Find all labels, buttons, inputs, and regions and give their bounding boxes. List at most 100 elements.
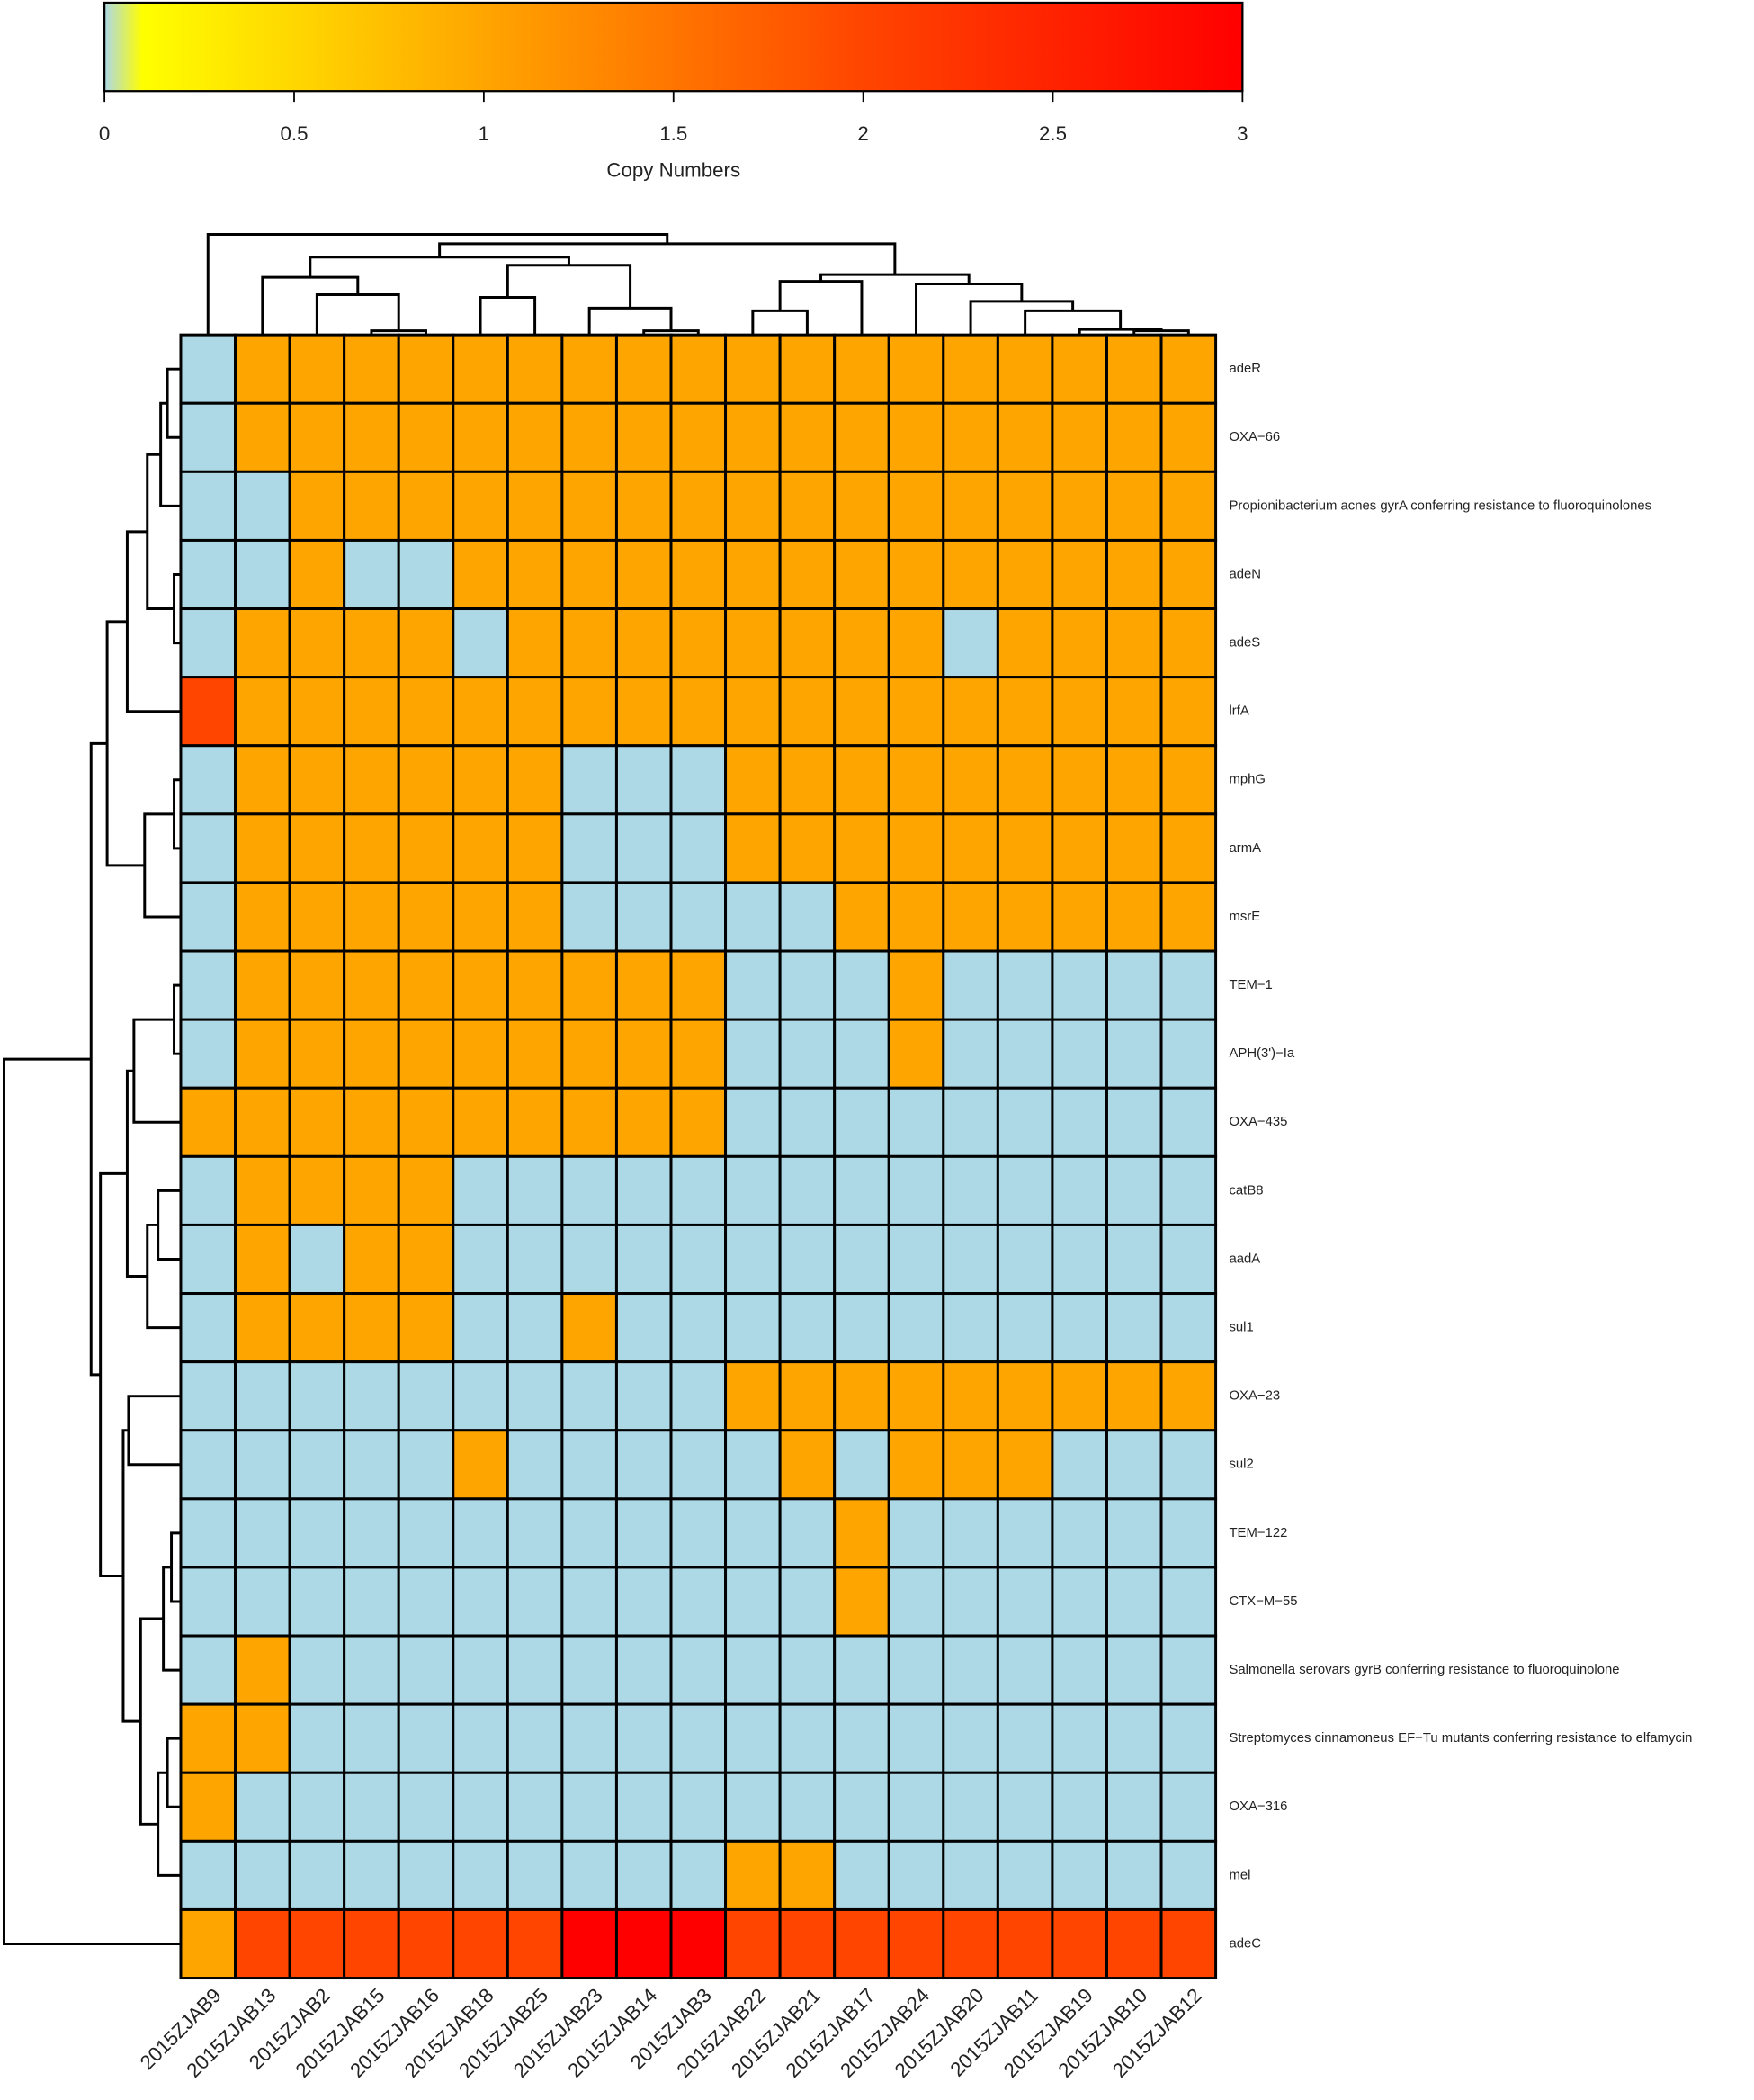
heatmap-cell (1051, 1086, 1108, 1158)
heatmap-cell (560, 881, 618, 953)
heatmap-cell (560, 607, 618, 679)
row-label: adeS (1229, 636, 1260, 651)
heatmap-cell (996, 744, 1054, 816)
heatmap-cell (996, 470, 1054, 542)
heatmap-cell (778, 1223, 837, 1296)
heatmap-cell (506, 744, 564, 816)
heatmap-cell (996, 1018, 1054, 1090)
dendrogram-branch (143, 812, 181, 919)
heatmap-cell (614, 1907, 673, 1980)
heatmap-cell (179, 949, 237, 1021)
heatmap-cell (778, 1566, 837, 1638)
heatmap-cell (397, 1429, 455, 1501)
heatmap-cell (887, 1086, 945, 1158)
dendrogram-branch (139, 1617, 164, 1826)
heatmap-cell (343, 538, 400, 611)
heatmap-cell (1051, 1292, 1108, 1364)
heatmap-cell (288, 1292, 346, 1364)
heatmap-cell (996, 1360, 1054, 1432)
heatmap-cell (1159, 1292, 1218, 1364)
heatmap-cell (614, 1223, 673, 1296)
heatmap-cell (887, 1223, 945, 1296)
heatmap-cell (724, 1771, 782, 1843)
heatmap-cell (506, 1154, 564, 1226)
heatmap-cell (614, 401, 673, 473)
heatmap-cell (724, 1429, 782, 1501)
heatmap-cell (614, 881, 673, 953)
heatmap-cell (996, 1154, 1054, 1226)
heatmap-cell (1105, 1292, 1163, 1364)
dendrogram-branch (157, 1771, 181, 1877)
heatmap-cell (452, 1018, 509, 1090)
heatmap-cell (179, 1223, 237, 1296)
heatmap-cell (669, 1223, 728, 1296)
heatmap-cell (234, 949, 291, 1021)
heatmap-cell (778, 881, 837, 953)
heatmap-cell (234, 401, 291, 473)
heatmap-cell (833, 1839, 890, 1911)
heatmap-cell (887, 1702, 945, 1774)
heatmap-cell (942, 538, 999, 611)
heatmap-cell (887, 607, 945, 679)
dendrogram-branch (166, 367, 181, 439)
heatmap-cell (887, 1497, 945, 1569)
heatmap-cell (234, 1497, 291, 1569)
heatmap-cell (833, 401, 890, 473)
heatmap-cell (343, 1154, 400, 1226)
heatmap-cell (942, 1154, 999, 1226)
heatmap-cell (397, 470, 455, 542)
heatmap-cell (179, 1497, 237, 1569)
heatmap-cell (506, 1907, 564, 1980)
heatmap-cell (724, 812, 782, 884)
heatmap-cell (833, 1429, 890, 1501)
heatmap-cell (1105, 1566, 1163, 1638)
heatmap-cell (942, 949, 999, 1021)
heatmap-cell (343, 1497, 400, 1569)
heatmap-cell (778, 1634, 837, 1706)
heatmap-cell (1051, 744, 1108, 816)
heatmap-cell (1105, 744, 1163, 816)
heatmap-cell (833, 1154, 890, 1226)
heatmap-cell (560, 470, 618, 542)
heatmap-cell (942, 401, 999, 473)
heatmap-cell (1159, 1771, 1218, 1843)
heatmap-cell (179, 1292, 237, 1364)
dendrogram-branch (170, 1531, 181, 1603)
heatmap-cell (778, 744, 837, 816)
heatmap-cell (452, 1634, 509, 1706)
heatmap-cell (942, 1702, 999, 1774)
heatmap-cell (288, 1771, 346, 1843)
heatmap-cell (1051, 1907, 1108, 1980)
heatmap-cell (996, 881, 1054, 953)
heatmap-cell (614, 744, 673, 816)
heatmap-cell (234, 881, 291, 953)
row-label: TEM−122 (1229, 1526, 1287, 1540)
heatmap-cell (397, 812, 455, 884)
heatmap-cell (506, 1086, 564, 1158)
heatmap-cell (724, 1292, 782, 1364)
heatmap-cell (996, 1771, 1054, 1843)
heatmap-cell (724, 1634, 782, 1706)
heatmap-cell (1051, 1154, 1108, 1226)
heatmap-cell (234, 1086, 291, 1158)
row-label: OXA−23 (1229, 1389, 1280, 1404)
heatmap-cell (397, 744, 455, 816)
heatmap-cell (452, 1292, 509, 1364)
heatmap-cell (179, 881, 237, 953)
heatmap-cell (343, 744, 400, 816)
heatmap-cell (397, 881, 455, 953)
row-label: adeN (1229, 567, 1261, 581)
heatmap-cell (1051, 470, 1108, 542)
heatmap-cell (942, 812, 999, 884)
heatmap-cell (560, 1429, 618, 1501)
heatmap-cell (288, 1839, 346, 1911)
heatmap-cell (996, 1292, 1054, 1364)
heatmap-cell (833, 744, 890, 816)
heatmap-cell (669, 1429, 728, 1501)
heatmap-cell (614, 1566, 673, 1638)
heatmap-cell (397, 607, 455, 679)
heatmap-cell (1159, 1360, 1218, 1432)
heatmap-cell (288, 1360, 346, 1432)
heatmap-cell (452, 1154, 509, 1226)
dendrogram-branch (309, 256, 570, 278)
